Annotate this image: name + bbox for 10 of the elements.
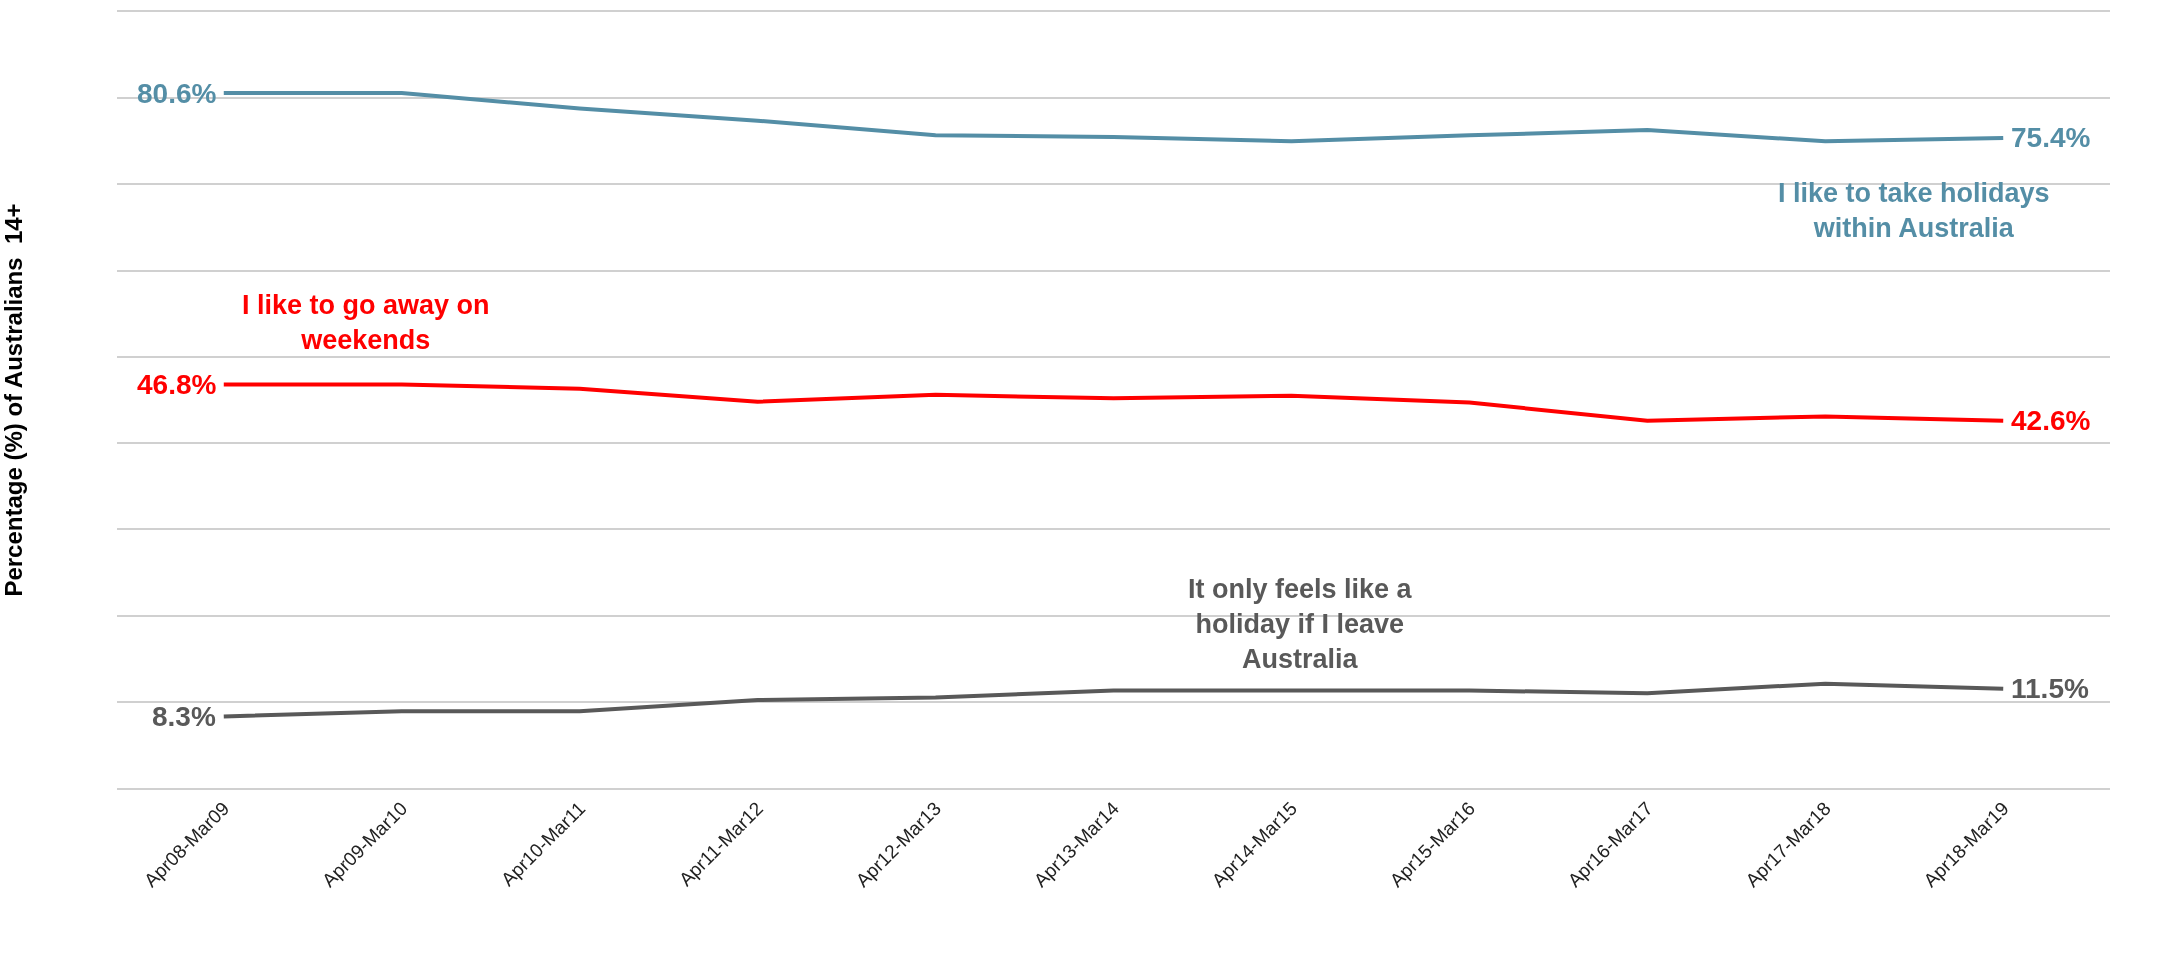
data-label: 8.3% xyxy=(152,701,216,732)
series-label: I like to take holidays within Australia xyxy=(1778,178,2050,244)
data-label: 42.6% xyxy=(2011,405,2091,436)
data-label: 46.8% xyxy=(137,369,217,400)
data-label: 75.4% xyxy=(2011,122,2091,153)
series-label: It only feels like a holiday if I leave Australia xyxy=(1188,574,1413,675)
series-label: I like to go away on weekends xyxy=(242,290,490,356)
data-label: 80.6% xyxy=(137,78,217,109)
y-axis-title: Percentage (%) of Australians 14+ xyxy=(0,203,27,597)
data-label: 11.5% xyxy=(2011,673,2089,704)
